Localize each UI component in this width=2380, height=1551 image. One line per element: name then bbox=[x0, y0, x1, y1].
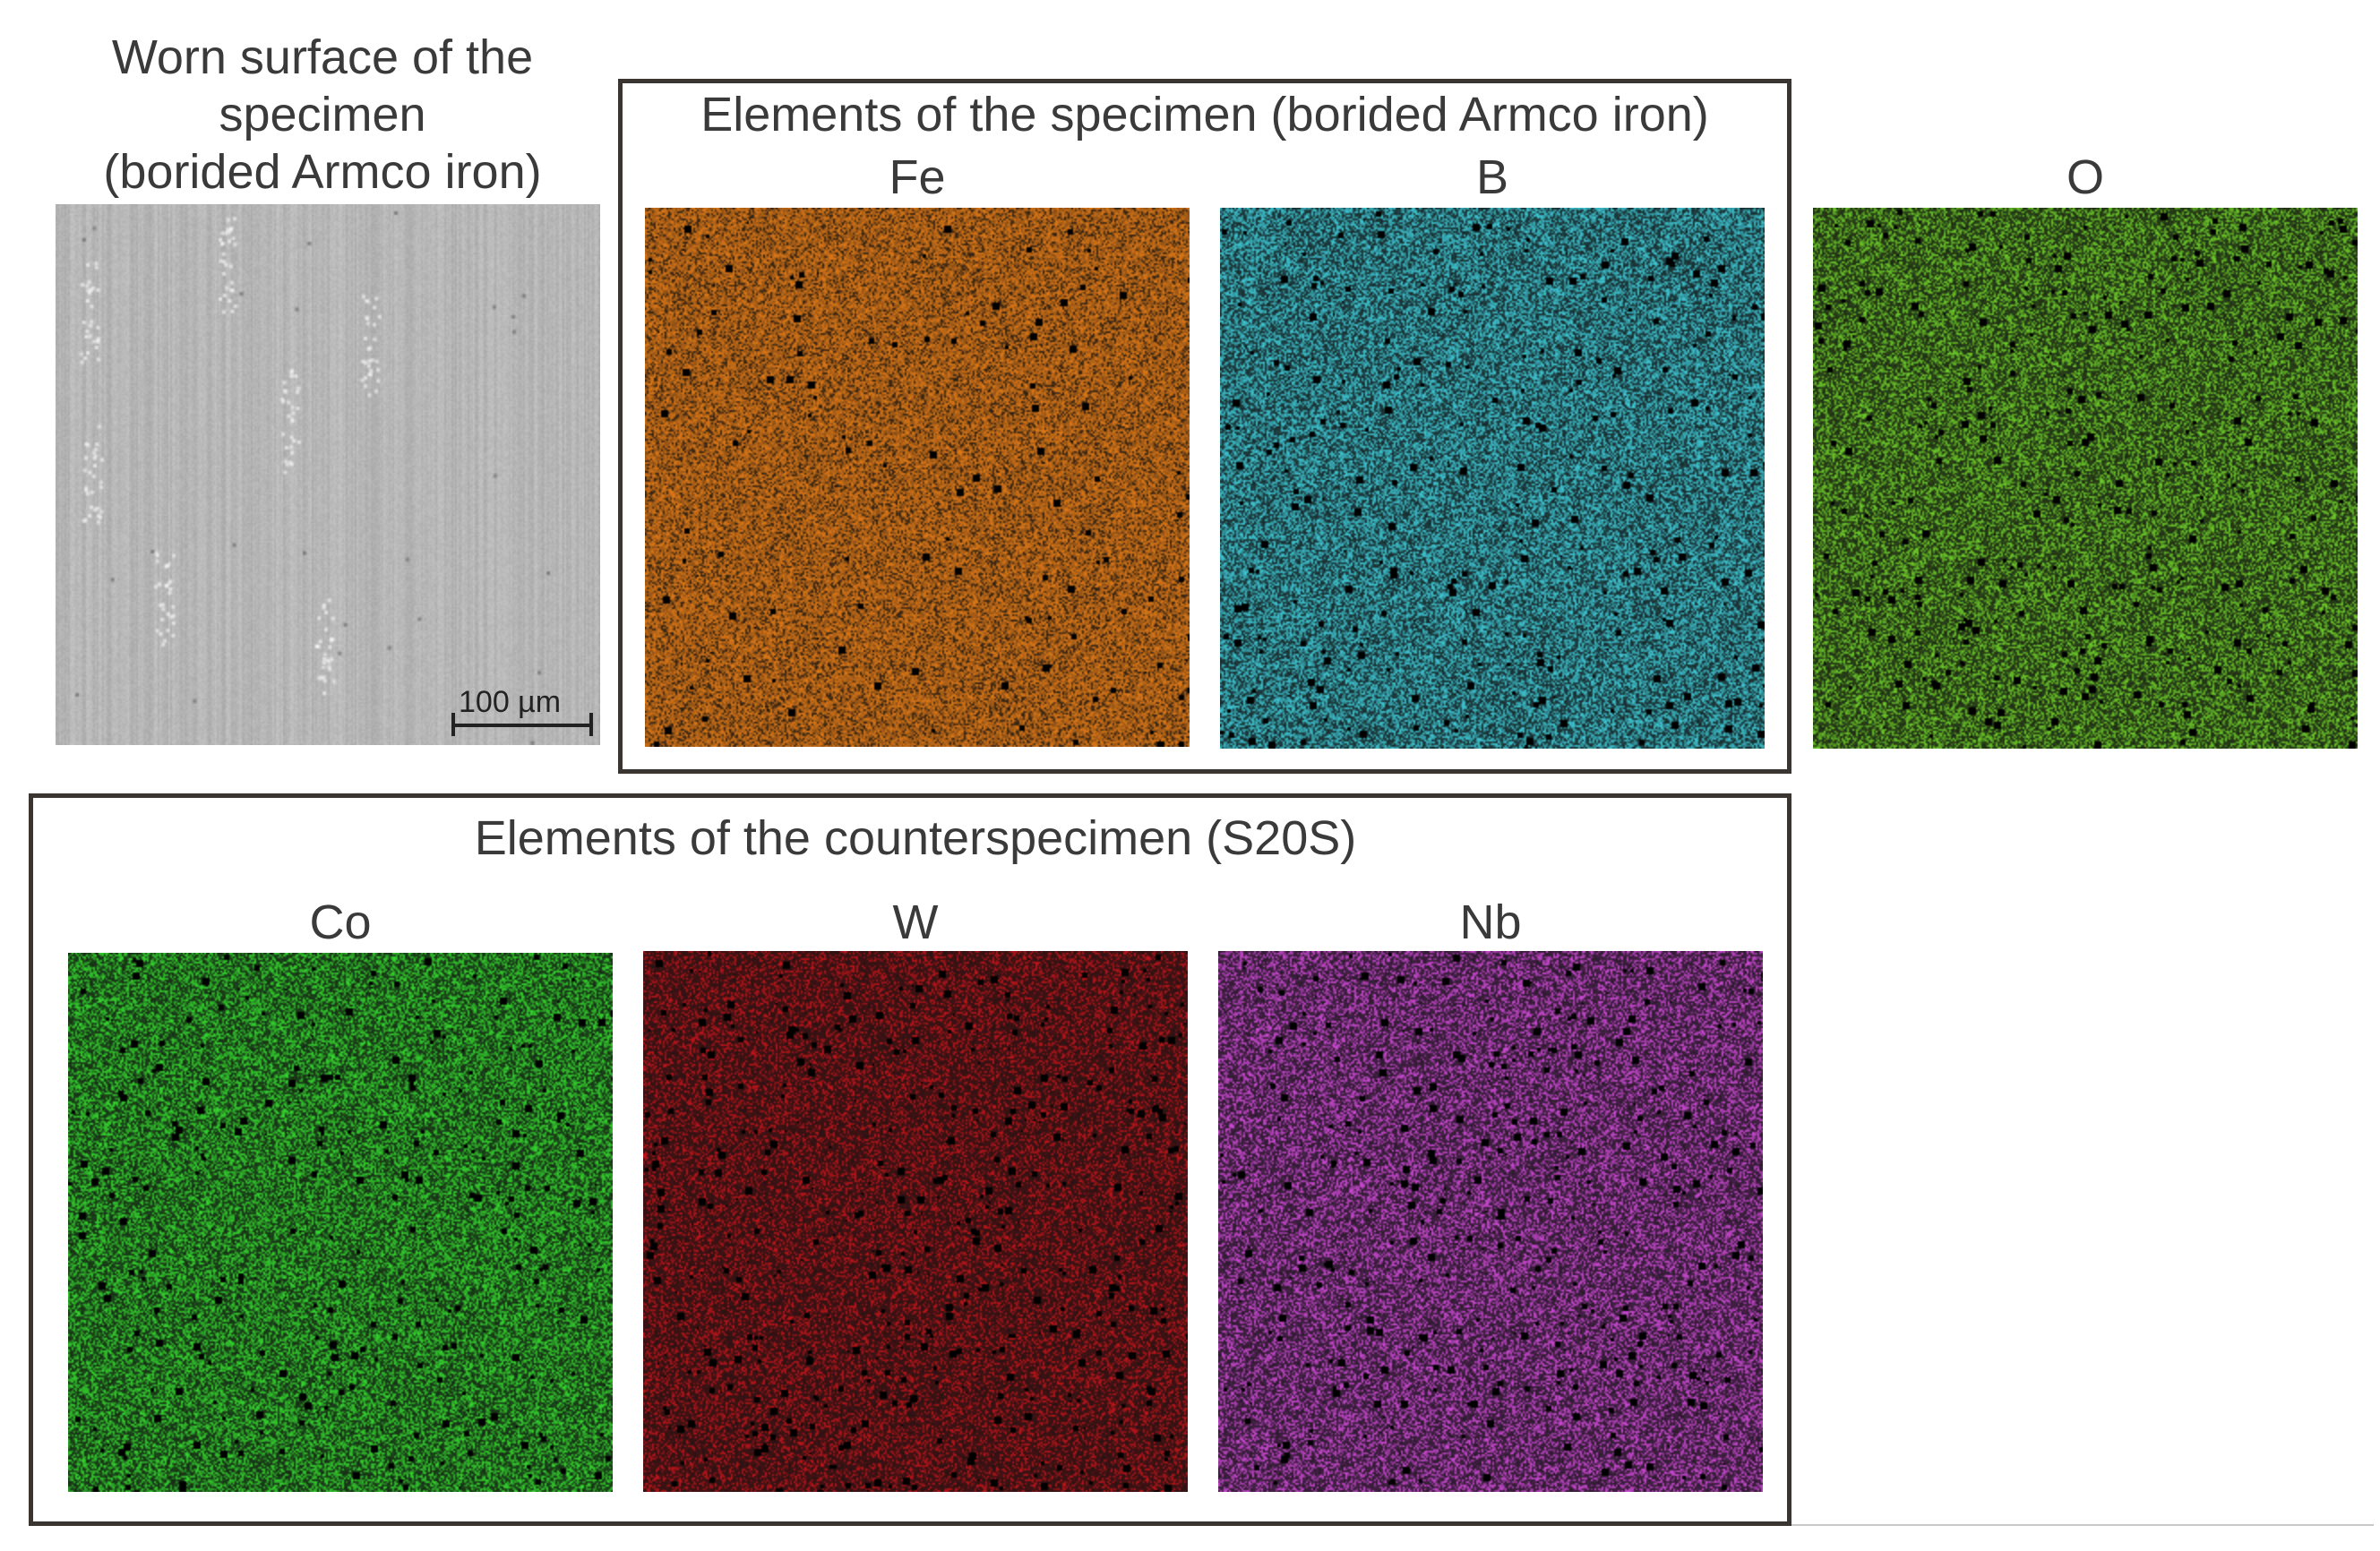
o-element-map bbox=[1813, 208, 2358, 749]
b-map-label: B bbox=[1475, 150, 1509, 204]
scale-bar-right-tick bbox=[589, 713, 593, 736]
scale-bar-label: 100 µm bbox=[459, 685, 562, 719]
worn-surface-title-line-3: (borided Armco iron) bbox=[103, 145, 542, 199]
o-map-label: O bbox=[2066, 150, 2104, 204]
sem-texture bbox=[56, 204, 600, 745]
fe-element-map bbox=[645, 208, 1190, 747]
b-element-map bbox=[1220, 208, 1765, 749]
bottom-rule bbox=[1791, 1524, 2374, 1526]
w-map-label: W bbox=[892, 895, 939, 949]
scale-bar-line bbox=[453, 724, 593, 727]
co-element-map bbox=[68, 953, 613, 1492]
w-element-map bbox=[643, 951, 1188, 1492]
worn-surface-title: Worn surface of the specimen (borided Ar… bbox=[54, 29, 591, 201]
specimen-group-title: Elements of the specimen (borided Armco … bbox=[700, 88, 1709, 141]
co-map-label: Co bbox=[309, 895, 372, 949]
specimen-elements-frame bbox=[618, 79, 1791, 774]
counterspecimen-group-title: Elements of the counterspecimen (S20S) bbox=[474, 811, 1357, 865]
counterspecimen-elements-frame bbox=[29, 793, 1791, 1526]
nb-map-label: Nb bbox=[1459, 895, 1522, 949]
scale-bar-left-tick bbox=[451, 713, 455, 736]
nb-element-map bbox=[1218, 951, 1763, 1492]
sem-worn-surface-image: 100 µm bbox=[56, 204, 600, 745]
worn-surface-title-line-2: specimen bbox=[219, 88, 426, 141]
worn-surface-title-line-1: Worn surface of the bbox=[111, 30, 534, 84]
fe-map-label: Fe bbox=[889, 150, 946, 204]
